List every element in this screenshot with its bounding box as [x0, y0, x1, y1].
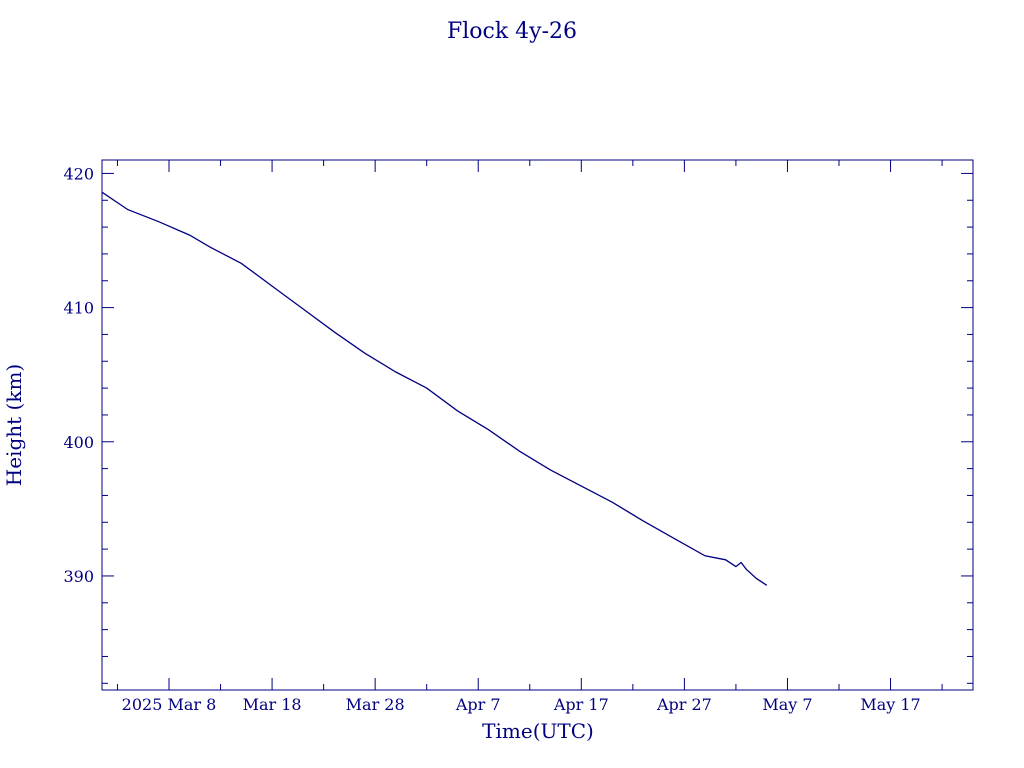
x-tick-label: May 17	[860, 695, 920, 714]
chart-title: Flock 4y-26	[447, 19, 577, 44]
y-axis-label: Height (km)	[2, 364, 26, 486]
x-axis-label: Time(UTC)	[482, 719, 594, 743]
x-axis-ticks: 2025 Mar 8 Mar 18 Mar 28 Apr 7 Apr 17 Apr 27 M…	[116, 160, 943, 714]
x-tick-label: Apr 17	[553, 695, 609, 714]
y-tick-label: 410	[63, 299, 94, 318]
y-axis-ticks: 390 400 410 420	[63, 164, 973, 684]
y-tick-label: 420	[63, 164, 94, 183]
y-tick-label: 400	[63, 433, 94, 452]
x-tick-label: Apr 27	[656, 695, 712, 714]
height-series-line	[101, 191, 768, 586]
x-tick-label: Mar 18	[243, 695, 302, 714]
x-tick-label: Apr 7	[455, 695, 501, 714]
x-tick-label: Mar 28	[346, 695, 405, 714]
x-tick-label: May 7	[762, 695, 812, 714]
x-tick-label: 2025 Mar 8	[122, 695, 217, 714]
plot-frame	[101, 159, 974, 691]
y-tick-label: 390	[63, 567, 94, 586]
